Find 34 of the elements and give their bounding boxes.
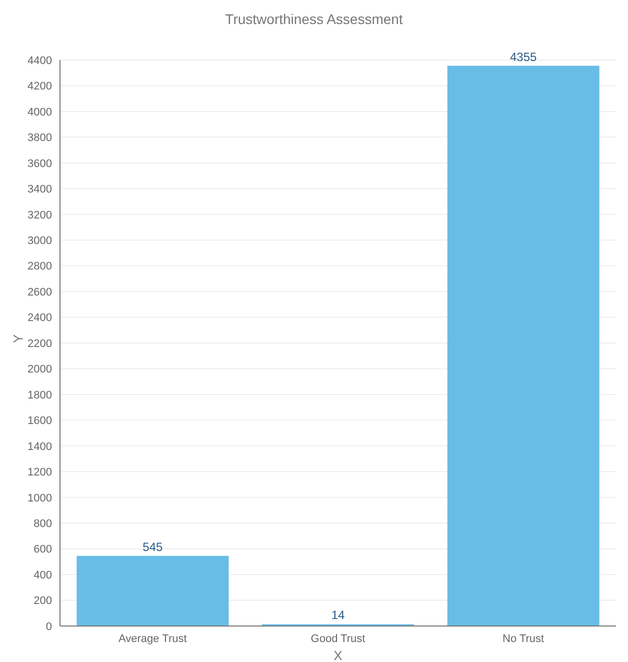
- y-tick-label: 2000: [28, 364, 52, 376]
- chart-title: Trustworthiness Assessment: [224, 10, 404, 29]
- y-tick-label: 1800: [28, 389, 52, 402]
- y-axis-title: Y: [10, 334, 26, 343]
- y-tick-label: 200: [34, 595, 52, 608]
- x-tick-label: Average Trust: [118, 632, 187, 645]
- y-tick-label: 3200: [28, 209, 52, 222]
- y-tick-label: 4400: [28, 54, 52, 67]
- y-tick-label: 3000: [28, 234, 52, 247]
- y-tick-label: 2600: [28, 286, 52, 298]
- y-tick-label: 4200: [28, 80, 52, 93]
- x-axis-title: X: [334, 648, 343, 662]
- y-tick-label: 1200: [28, 466, 52, 479]
- y-tick-label: 2800: [28, 260, 52, 273]
- data-label: 545: [142, 540, 164, 554]
- y-tick-label: 2200: [28, 338, 52, 350]
- y-tick-label: 1000: [28, 492, 52, 504]
- y-tick-label: 2400: [28, 312, 52, 324]
- y-tick-label: 3800: [28, 132, 52, 144]
- bar: [447, 66, 600, 626]
- bar: [76, 556, 229, 626]
- y-tick-label: 1600: [28, 415, 52, 428]
- y-tick-label: 3400: [28, 184, 52, 196]
- y-tick-label: 3600: [28, 158, 52, 170]
- x-tick-label: No Trust: [502, 632, 544, 645]
- y-tick-label: 800: [34, 518, 52, 530]
- data-label: 14: [331, 608, 346, 622]
- data-label: 4355: [510, 50, 538, 64]
- x-tick-label: Good Trust: [310, 632, 366, 645]
- y-tick-label: 400: [34, 569, 52, 582]
- y-tick-label: 600: [34, 544, 52, 556]
- y-tick-label: 0: [46, 620, 52, 633]
- y-tick-label: 4000: [28, 106, 52, 118]
- y-tick-label: 1400: [28, 440, 52, 453]
